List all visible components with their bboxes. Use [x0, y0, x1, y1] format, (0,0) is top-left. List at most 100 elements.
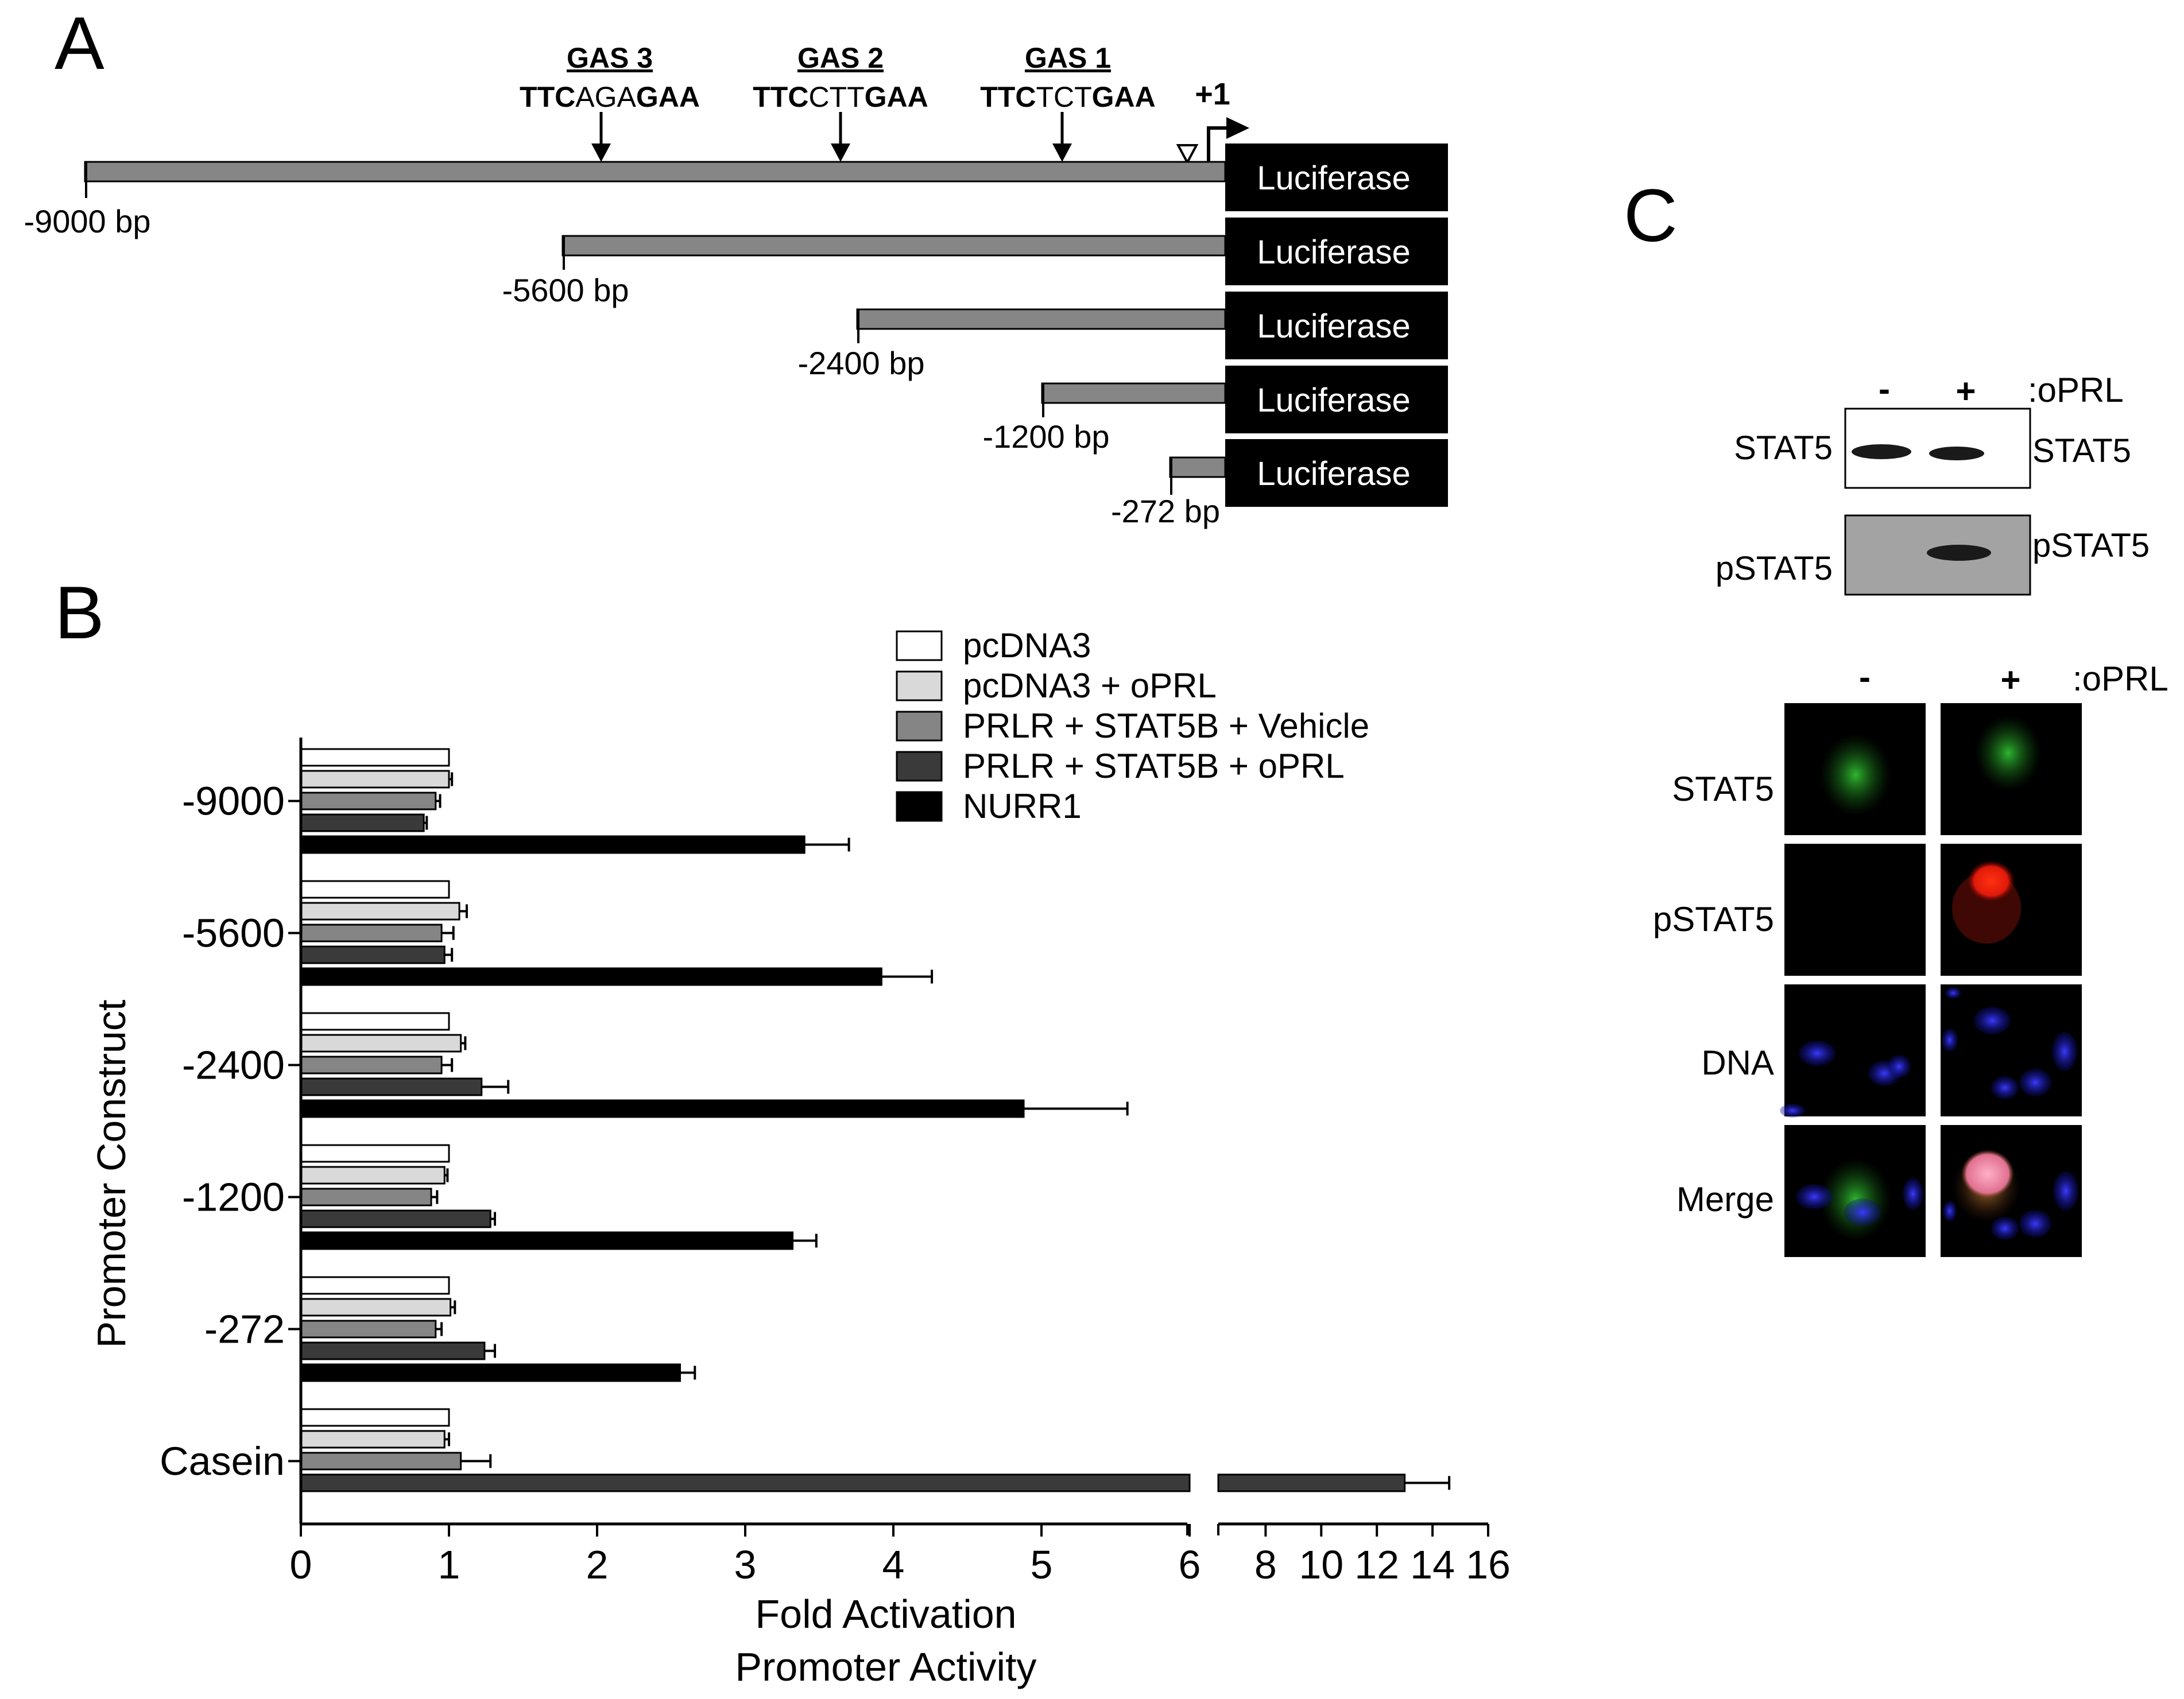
y-tick-label: -9000: [182, 779, 285, 824]
gas-sequence: TTCTCTGAA: [980, 81, 1156, 113]
panel-a-promoter-diagram: GAS 3 TTCAGAGAA GAS 2 TTCCTTGAA GAS 1 TT…: [24, 42, 1448, 529]
svg-text:Luciferase: Luciferase: [1257, 234, 1411, 271]
bars-layer: [300, 748, 1451, 1492]
svg-text:Luciferase: Luciferase: [1257, 455, 1411, 492]
gas-label: GAS 1: [1025, 42, 1111, 74]
legend-label: pcDNA3: [963, 626, 1091, 665]
treatment-label: :oPRL: [2028, 371, 2124, 409]
bar: [300, 880, 450, 899]
if-image-dna-minus: [1780, 984, 1926, 1118]
x-tick-label: 1: [438, 1542, 460, 1587]
luciferase-box: Luciferase: [1225, 439, 1448, 507]
if-image-grid: [1780, 703, 2082, 1257]
if-image-pstat5-plus: [1941, 844, 2082, 976]
bar: [300, 1012, 450, 1031]
if-row-label: DNA: [1701, 1044, 1774, 1082]
construct-label: -1200 bp: [982, 418, 1109, 455]
y-tick-label: -2400: [182, 1043, 285, 1088]
legend-label: pcDNA3 + oPRL: [963, 666, 1217, 705]
bar: [300, 1298, 452, 1317]
y-tick-label: Casein: [160, 1439, 285, 1484]
if-treatment-label: :oPRL: [2073, 660, 2168, 698]
bar: [300, 1144, 450, 1163]
panel-label-c: C: [1624, 173, 1678, 257]
gas-site-2: GAS 2 TTCCTTGAA: [753, 42, 928, 113]
bar: [300, 945, 446, 964]
y-tick-label: -272: [204, 1307, 285, 1352]
bar: [300, 1166, 446, 1185]
x-tick-label: 2: [586, 1542, 609, 1587]
luciferase-box: Luciferase: [1225, 292, 1448, 359]
bar: [300, 835, 806, 854]
luciferase-box: Luciferase: [1225, 143, 1448, 211]
svg-text:pSTAT5: pSTAT5: [2032, 527, 2150, 564]
gas-sequence: TTCCTTGAA: [753, 81, 928, 113]
legend-swatch: [896, 670, 943, 701]
construct-label: -9000 bp: [24, 203, 150, 239]
x-tick-label: 16: [1466, 1542, 1511, 1587]
panel-c-stat5-western-and-if: - + :oPRL STAT5 STAT5 pSTAT5 pSTAT5 - + …: [1653, 370, 2168, 1257]
gas-label: GAS 3: [567, 42, 653, 74]
if-minus-label: -: [1859, 658, 1871, 696]
bar: [300, 1341, 486, 1360]
bar: [300, 1188, 432, 1207]
legend-label: PRLR + STAT5B + oPRL: [963, 747, 1345, 785]
bar: [300, 1363, 681, 1382]
bar: [300, 1231, 794, 1250]
bar: [300, 748, 450, 767]
legend-swatch: [896, 751, 943, 782]
bar: [300, 967, 882, 986]
bar: [300, 1408, 450, 1427]
svg-text:Luciferase: Luciferase: [1257, 308, 1411, 345]
bar: [300, 792, 437, 810]
if-plus-label: +: [2000, 661, 2020, 699]
legend-label: NURR1: [963, 787, 1082, 825]
open-triangle-marker: [1176, 144, 1199, 165]
construct-label: -272 bp: [1111, 493, 1220, 529]
tss-label: +1: [1195, 77, 1230, 111]
x-axis-label: Fold Activation: [755, 1592, 1016, 1636]
bar: [300, 1209, 491, 1228]
bar: [1217, 1473, 1406, 1492]
y-tick-label: -1200: [182, 1175, 285, 1220]
x-tick-label: 10: [1299, 1542, 1343, 1587]
gas-sequence: TTCAGAGAA: [520, 81, 700, 113]
construct-ticks: [85, 162, 1172, 495]
legend-swatch: [896, 711, 943, 742]
svg-text:Luciferase: Luciferase: [1257, 382, 1411, 419]
construct-label: -5600 bp: [502, 272, 629, 308]
if-image-stat5-plus: [1941, 703, 2082, 835]
western-blot-stat5: STAT5 STAT5: [1734, 408, 2131, 489]
plus-label: +: [1955, 372, 1976, 410]
panel-label-a: A: [55, 1, 104, 85]
if-row-label: Merge: [1676, 1180, 1774, 1219]
bar: [300, 1430, 446, 1449]
y-axis-label: Promoter Construct: [89, 1000, 134, 1348]
x-tick-label: 0: [290, 1542, 312, 1587]
bar: [300, 1034, 462, 1053]
bar: [300, 813, 425, 832]
svg-text:STAT5: STAT5: [2032, 432, 2131, 470]
x-tick-label: 8: [1254, 1542, 1277, 1587]
x-tick-label: 6: [1179, 1542, 1201, 1587]
western-blot-pstat5: pSTAT5 pSTAT5: [1716, 514, 2150, 596]
gas-site-1: GAS 1 TTCTCTGAA: [980, 42, 1156, 113]
bar: [300, 1320, 437, 1339]
if-image-merge-minus: [1784, 1125, 1926, 1257]
y-tick-label: -5600: [182, 911, 285, 956]
if-row-label: STAT5: [1672, 770, 1774, 808]
bar: [300, 1452, 462, 1471]
bar: [300, 902, 460, 921]
bar: [300, 1099, 1025, 1118]
svg-text:Luciferase: Luciferase: [1257, 160, 1411, 197]
bar: [300, 770, 450, 789]
if-image-merge-plus: [1941, 1125, 2082, 1257]
x-tick-label: 12: [1354, 1542, 1399, 1587]
panel-label-b: B: [55, 571, 104, 654]
svg-text:STAT5: STAT5: [1734, 429, 1833, 467]
construct-label: -2400 bp: [797, 345, 924, 381]
legend-label: PRLR + STAT5B + Vehicle: [963, 707, 1369, 745]
if-row-label: pSTAT5: [1653, 900, 1774, 938]
